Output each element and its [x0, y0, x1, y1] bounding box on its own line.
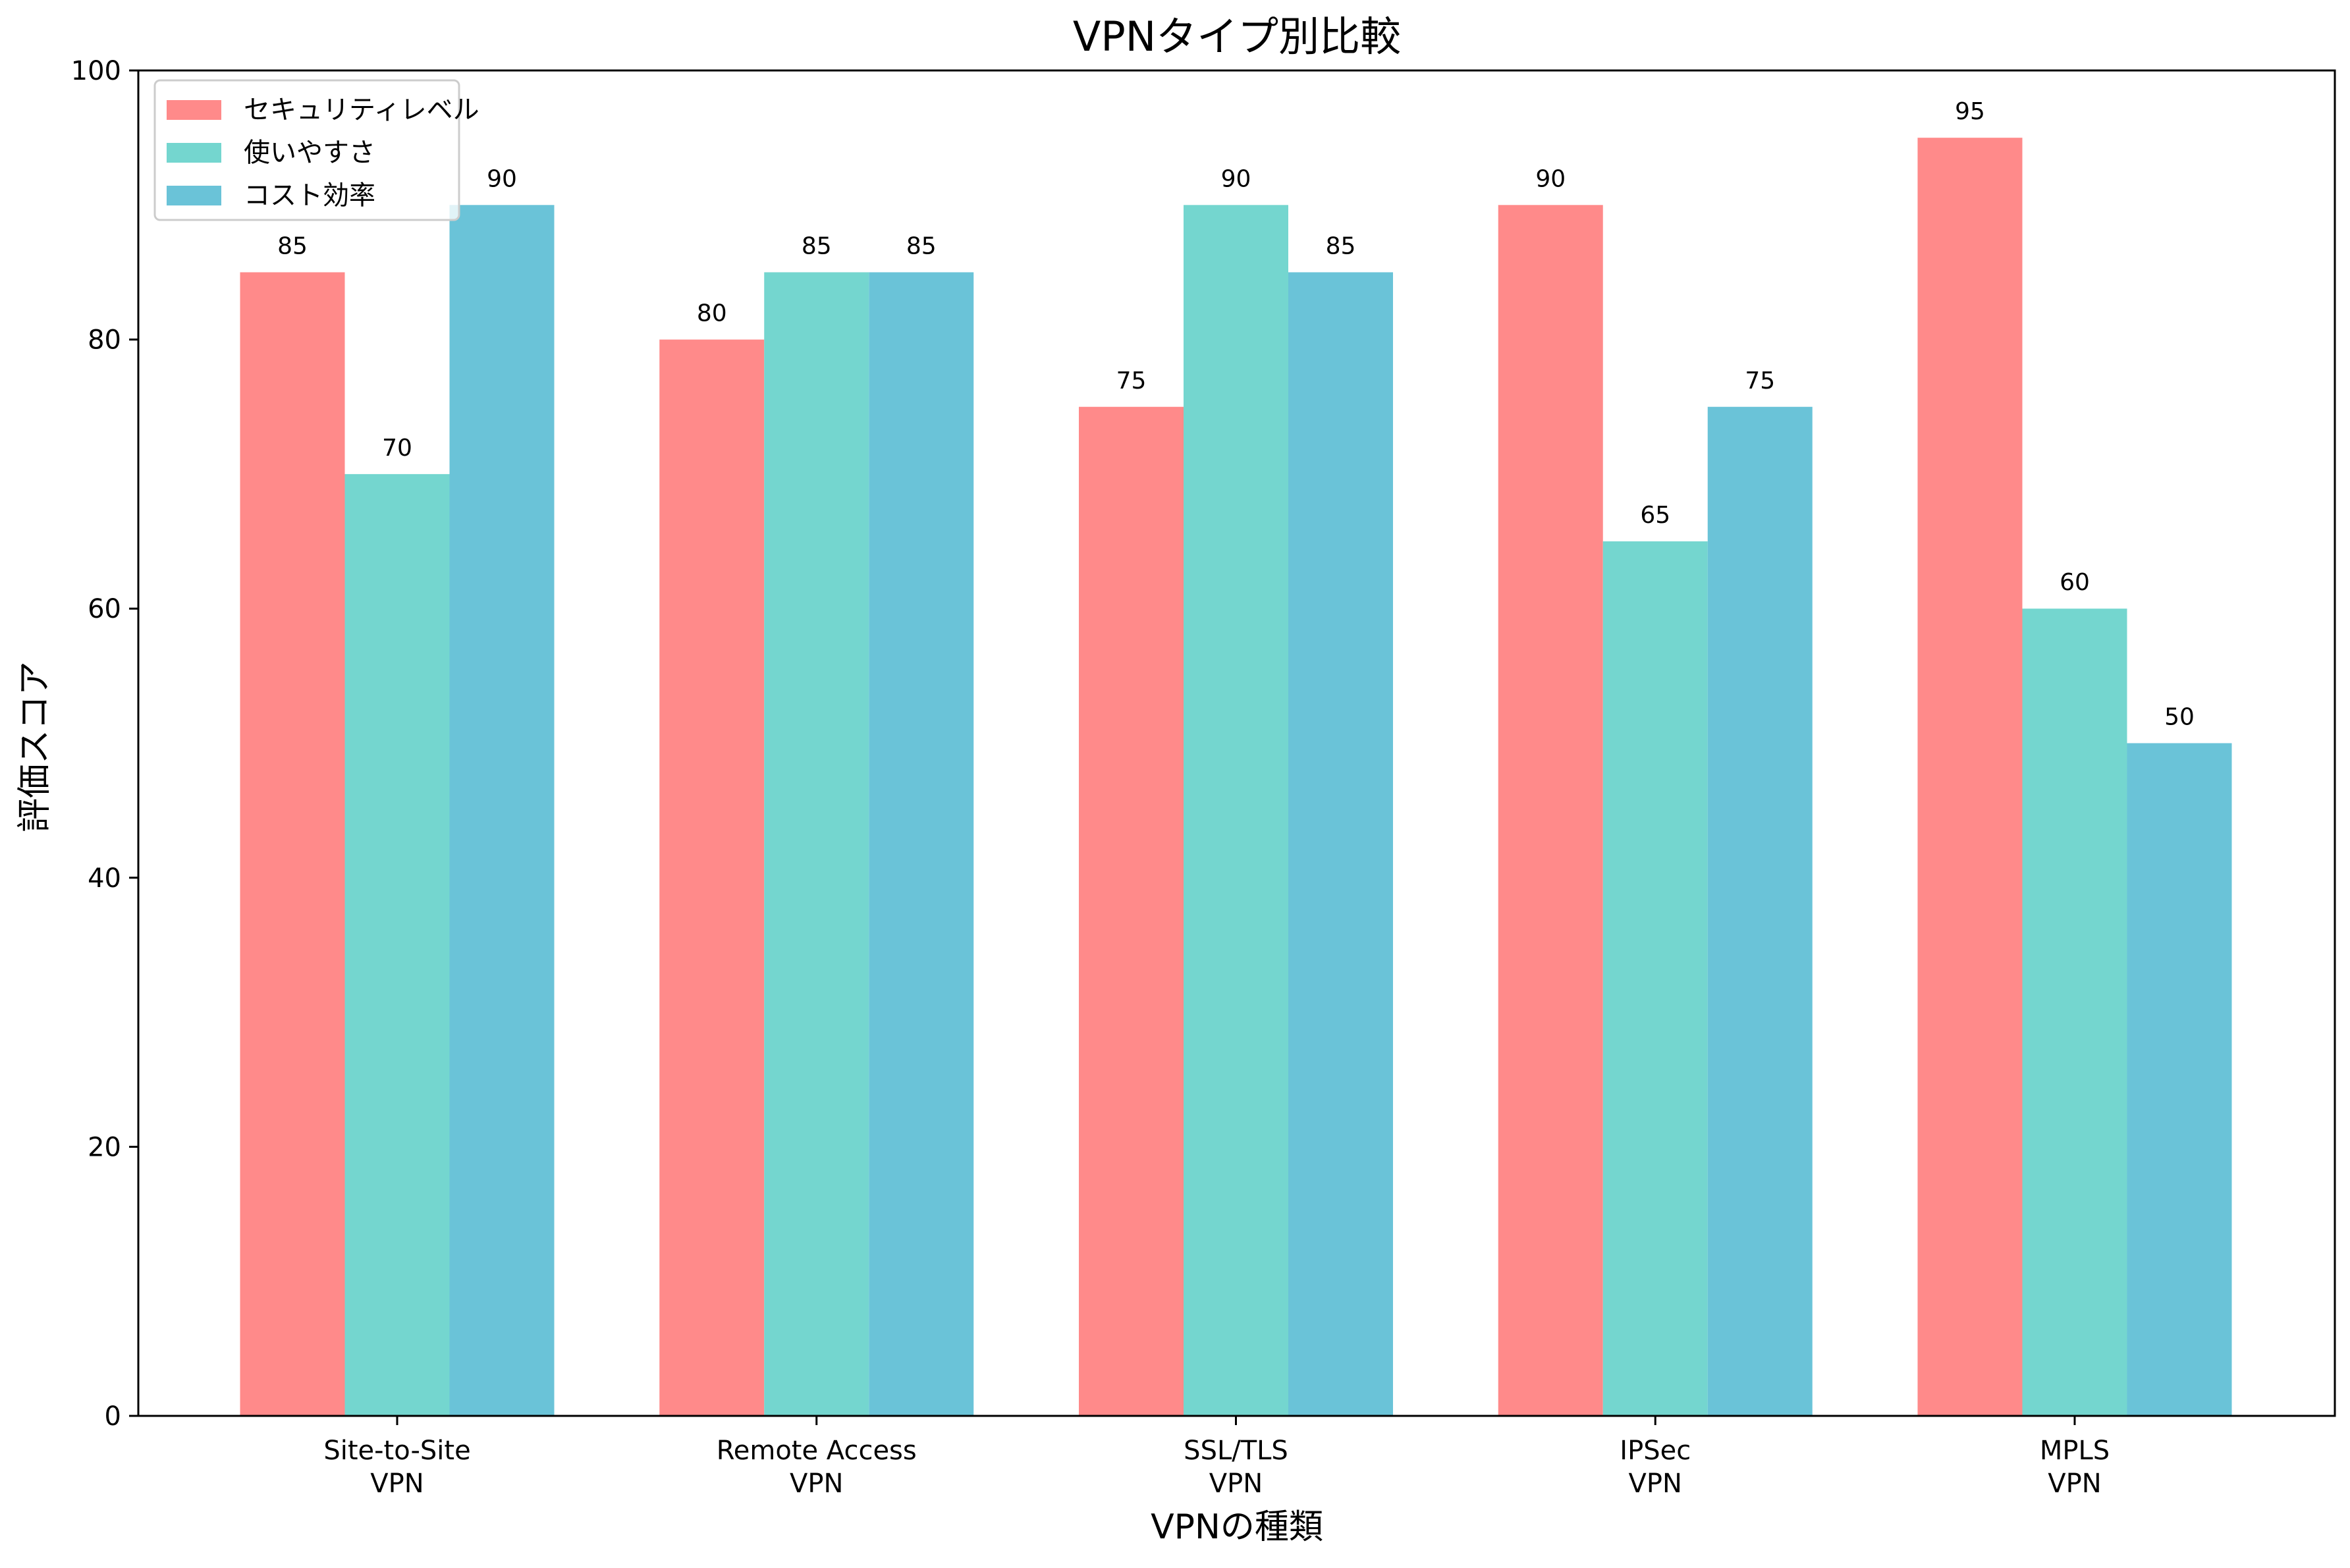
bar-2-4	[1602, 541, 1708, 1416]
axes-group: 0 20 40 60 80 100 Site-to-Site VPN Remote Access…	[71, 56, 2336, 1499]
legend-label-2: 使いやすさ	[244, 138, 375, 168]
bar-3-3	[1288, 272, 1393, 1417]
legend-swatch-1	[167, 100, 221, 120]
data-label-3-1: 90	[487, 165, 517, 192]
data-label-2-5: 60	[2060, 569, 2090, 596]
bar-1-5	[1917, 138, 2023, 1416]
data-label-2-4: 65	[1640, 502, 1670, 529]
bar-3-5	[2127, 743, 2232, 1416]
bar-3-4	[1707, 406, 1813, 1416]
legend-swatch-3	[167, 186, 221, 205]
data-label-1-5: 95	[1955, 98, 1985, 125]
x-axis-label: VPNの種類	[1151, 1507, 1323, 1547]
x-tick-label-2: Remote Access VPN	[717, 1436, 917, 1499]
data-label-3-4: 75	[1745, 367, 1775, 394]
data-label-2-1: 70	[382, 435, 412, 462]
x-tick-label-3: SSL/TLS VPN	[1184, 1436, 1288, 1499]
data-labels-group: 85 80 75 90 95 70 85 90 65 60 90 85 85 75 50	[277, 98, 2195, 730]
x-tick-label-5: MPLS VPN	[2040, 1436, 2110, 1499]
legend-label-1: セキュリティレベル	[244, 95, 479, 125]
chart-title: VPNタイプ別比較	[1073, 13, 1401, 61]
data-label-3-5: 50	[2164, 704, 2195, 731]
y-tick-label-2: 20	[88, 1132, 121, 1162]
bar-3-1	[449, 205, 555, 1416]
bar-1-2	[659, 339, 765, 1416]
data-label-2-3: 90	[1221, 165, 1251, 192]
bar-1-3	[1079, 406, 1184, 1416]
y-tick-label-3: 40	[88, 863, 121, 894]
bars-group	[240, 138, 2232, 1417]
legend-box	[153, 79, 460, 221]
bar-1-1	[240, 272, 345, 1417]
bar-2-1	[344, 473, 450, 1416]
bar-2-5	[2022, 608, 2127, 1417]
legend-label-3: コスト効率	[244, 180, 375, 211]
y-tick-label-4: 60	[88, 594, 121, 624]
data-label-2-2: 85	[802, 232, 832, 259]
legend-swatch-2	[167, 143, 221, 163]
y-axis-label: 評価スコア	[15, 661, 55, 832]
x-tick-label-4: IPSec VPN	[1620, 1436, 1691, 1499]
data-label-1-1: 85	[277, 232, 308, 259]
data-label-3-2: 85	[906, 232, 937, 259]
y-tick-label-1: 0	[105, 1401, 121, 1432]
data-label-3-3: 85	[1326, 232, 1356, 259]
bar-1-4	[1498, 205, 1603, 1416]
data-label-1-2: 80	[697, 300, 727, 327]
y-tick-label-5: 80	[88, 325, 121, 356]
bar-2-2	[764, 272, 869, 1417]
data-label-1-4: 90	[1535, 165, 1566, 192]
x-tick-label-1: Site-to-Site VPN	[323, 1436, 470, 1499]
y-tick-label-6: 100	[71, 56, 121, 86]
data-label-1-3: 75	[1116, 367, 1147, 394]
bar-3-2	[869, 272, 974, 1417]
bar-2-3	[1184, 205, 1288, 1416]
